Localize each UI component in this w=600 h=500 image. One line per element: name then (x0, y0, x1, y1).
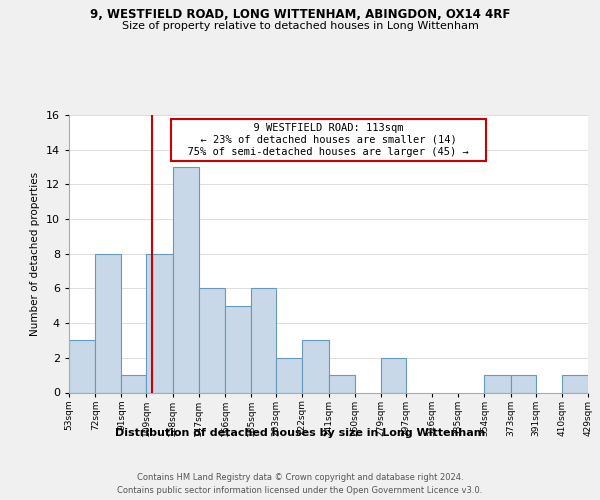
Bar (95, 254, 121, 392)
Bar (484, 375, 511, 392)
Bar (562, 375, 588, 392)
Text: 9 WESTFIELD ROAD: 113sqm  
  ← 23% of detached houses are smaller (14)  
  75% o: 9 WESTFIELD ROAD: 113sqm ← 23% of detach… (175, 124, 482, 156)
Bar (329, 375, 355, 392)
Bar (381, 358, 406, 392)
Bar (302, 340, 329, 392)
Bar (199, 288, 225, 393)
Text: Contains public sector information licensed under the Open Government Licence v3: Contains public sector information licen… (118, 486, 482, 495)
Y-axis label: Number of detached properties: Number of detached properties (30, 172, 40, 336)
Text: 9, WESTFIELD ROAD, LONG WITTENHAM, ABINGDON, OX14 4RF: 9, WESTFIELD ROAD, LONG WITTENHAM, ABING… (90, 8, 510, 20)
Bar (225, 306, 251, 392)
Text: Contains HM Land Registry data © Crown copyright and database right 2024.: Contains HM Land Registry data © Crown c… (137, 472, 463, 482)
Text: Distribution of detached houses by size in Long Wittenham: Distribution of detached houses by size … (115, 428, 485, 438)
Bar (69, 340, 95, 392)
Text: Size of property relative to detached houses in Long Wittenham: Size of property relative to detached ho… (122, 21, 478, 31)
Bar (511, 375, 536, 392)
Bar (276, 358, 302, 392)
Bar (146, 254, 173, 392)
Bar (121, 375, 146, 392)
Bar (251, 288, 276, 393)
Bar (173, 167, 199, 392)
